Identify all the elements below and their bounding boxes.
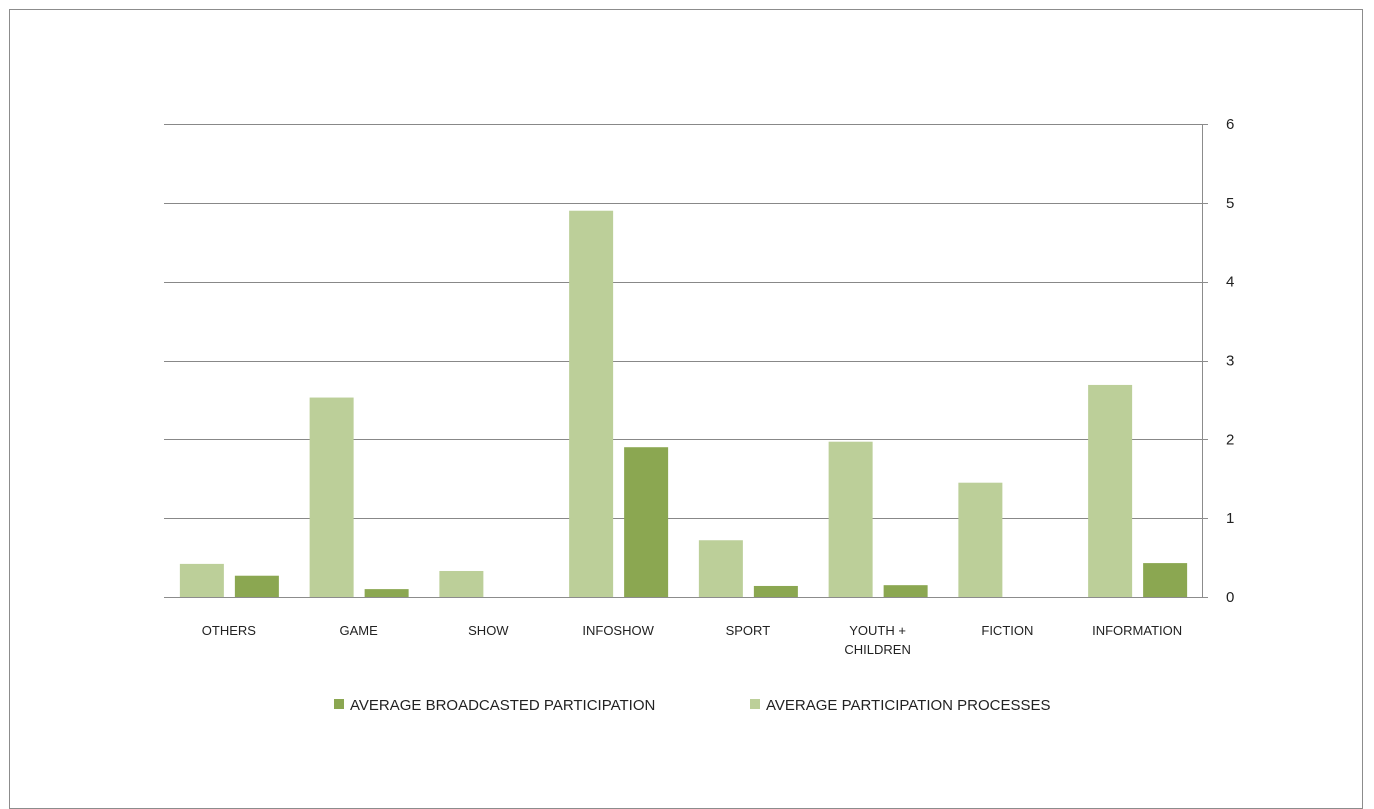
legend: AVERAGE BROADCASTED PARTICIPATION AVERAGE… xyxy=(334,697,1051,714)
bar xyxy=(624,447,669,597)
y-axis-ticks: 0 1 2 3 4 5 6 xyxy=(1226,116,1234,606)
bars xyxy=(179,210,1188,597)
bar xyxy=(698,540,743,597)
x-tick-label: OTHERS xyxy=(202,623,257,638)
y-tick-label: 2 xyxy=(1226,431,1234,448)
bar xyxy=(364,589,409,597)
x-tick-label: FICTION xyxy=(981,623,1033,638)
bar xyxy=(1143,563,1188,597)
x-tick-label: YOUTH + CHILDREN xyxy=(844,623,910,657)
bar xyxy=(309,397,354,597)
x-tick-label: INFORMATION xyxy=(1092,623,1182,638)
x-tick-label: SHOW xyxy=(468,623,509,638)
x-tick-label: SPORT xyxy=(726,623,771,638)
y-tick-label: 6 xyxy=(1226,116,1234,133)
bar xyxy=(753,585,798,597)
bar xyxy=(828,441,873,597)
legend-label: AVERAGE PARTICIPATION PROCESSES xyxy=(766,697,1051,714)
bar xyxy=(234,575,279,597)
legend-label: AVERAGE BROADCASTED PARTICIPATION xyxy=(350,697,655,714)
legend-swatch xyxy=(334,699,344,709)
bar xyxy=(958,482,1003,597)
bar xyxy=(179,563,224,597)
x-tick-label: INFOSHOW xyxy=(582,623,654,638)
bar-chart: 0 1 2 3 4 5 6 OTHERS GAME SHOW INFOSHOW SPORT YOUTH… xyxy=(164,116,1234,714)
y-tick-label: 4 xyxy=(1226,274,1234,291)
x-tick-label: GAME xyxy=(339,623,378,638)
bar xyxy=(439,570,484,597)
bar xyxy=(883,585,928,597)
y-tick-label: 0 xyxy=(1226,589,1234,606)
bar xyxy=(1088,384,1133,597)
x-axis-categories: OTHERS GAME SHOW INFOSHOW SPORT YOUTH + CHILDR… xyxy=(202,623,1182,657)
chart-frame xyxy=(9,9,1363,809)
y-tick-label: 3 xyxy=(1226,353,1234,370)
bar xyxy=(569,210,614,597)
y-tick-label: 5 xyxy=(1226,195,1234,212)
legend-swatch xyxy=(750,699,760,709)
y-tick-label: 1 xyxy=(1226,510,1234,527)
